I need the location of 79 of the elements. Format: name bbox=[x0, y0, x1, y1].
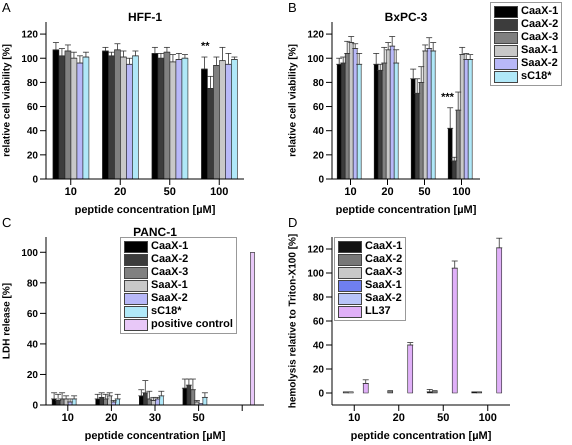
legend-label: CaaX-1 bbox=[151, 240, 188, 253]
text: B bbox=[288, 0, 297, 15]
legend-label: CaaX-1 bbox=[521, 5, 558, 18]
y-axis-title: relative cell viability [%] bbox=[288, 44, 299, 157]
chart-title: PANC-1 bbox=[132, 225, 178, 239]
y-tick-label: 100 bbox=[307, 54, 324, 65]
legend-label: SaaX-2 bbox=[521, 57, 558, 70]
y-tick-label: 0 bbox=[318, 388, 324, 400]
legend-label: CaaX-2 bbox=[521, 18, 558, 31]
y-axis-title: hemolysis relative to Triton-X100 [%] bbox=[288, 234, 299, 408]
y-tick-label: 100 bbox=[21, 248, 38, 259]
y-tick-label: 40 bbox=[26, 126, 38, 138]
y-tick-label: 100 bbox=[21, 54, 38, 65]
y-tick-label: 40 bbox=[312, 340, 324, 352]
x-tick-label: 10 bbox=[348, 412, 360, 424]
legend-label: CaaX-1 bbox=[365, 240, 402, 253]
chart-title: HFF-1 bbox=[127, 10, 163, 24]
y-tick-label: 20 bbox=[26, 150, 38, 162]
y-tick-label: 60 bbox=[312, 102, 324, 114]
legend-label: LL37 bbox=[365, 305, 391, 318]
x-tick-label: 100 bbox=[478, 412, 497, 424]
x-axis-title: peptide concentration [µM] bbox=[84, 430, 226, 442]
y-tick-label: 20 bbox=[312, 150, 324, 162]
text: D bbox=[288, 215, 298, 230]
legend-label: CaaX-2 bbox=[151, 253, 188, 266]
y-tick-label: 120 bbox=[307, 30, 324, 41]
x-tick-label: 20 bbox=[105, 412, 118, 424]
x-tick-label: 100 bbox=[452, 186, 471, 198]
x-axis-title: peptide concentration [µM] bbox=[74, 204, 216, 216]
x-tick-label: 100 bbox=[210, 186, 228, 198]
x-tick-label: 50 bbox=[437, 412, 450, 424]
x-tick-label: 20 bbox=[114, 186, 126, 198]
annotation: ** bbox=[200, 40, 210, 53]
legend-label: SaaX-1 bbox=[365, 279, 402, 292]
x-tick-label: 30 bbox=[148, 412, 162, 424]
y-axis-title: LDH release [%] bbox=[2, 282, 13, 360]
legend-label: SaaX-1 bbox=[521, 44, 558, 57]
legend-label: CaaX-2 bbox=[365, 253, 402, 266]
y-tick-label: 120 bbox=[307, 244, 324, 256]
chart-title: BxPC-3 bbox=[384, 10, 428, 24]
y-tick-label: 0 bbox=[32, 174, 38, 186]
legend-label: sC18* bbox=[521, 70, 552, 83]
x-axis-title: peptide concentration [µM] bbox=[350, 430, 492, 442]
y-tick-label: 80 bbox=[26, 278, 38, 290]
legend-label: SaaX-2 bbox=[365, 292, 402, 305]
y-tick-label: 100 bbox=[307, 268, 324, 280]
x-tick-label: 20 bbox=[392, 412, 405, 424]
y-tick-label: 60 bbox=[26, 308, 38, 320]
y-tick-label: 40 bbox=[312, 126, 324, 138]
text: A bbox=[2, 0, 11, 15]
y-tick-label: 80 bbox=[312, 78, 324, 89]
y-tick-label: 60 bbox=[26, 102, 38, 114]
legend-label: SaaX-2 bbox=[151, 292, 188, 305]
y-tick-label: 40 bbox=[26, 339, 38, 350]
x-tick-label: 10 bbox=[62, 412, 74, 424]
y-axis-title: relative cell viability [%] bbox=[2, 44, 13, 157]
x-tick-label: 50 bbox=[164, 186, 176, 198]
annotation: *** bbox=[441, 91, 455, 104]
x-tick-label: 20 bbox=[381, 186, 394, 198]
y-tick-label: 20 bbox=[312, 364, 324, 376]
legend-label: sC18* bbox=[151, 305, 182, 318]
x-tick-label: 50 bbox=[192, 412, 205, 424]
legend-label: CaaX-3 bbox=[365, 266, 402, 279]
text: C bbox=[2, 215, 12, 230]
legend-label: CaaX-3 bbox=[521, 31, 558, 44]
x-tick-label: 10 bbox=[64, 186, 77, 198]
y-tick-label: 120 bbox=[21, 30, 38, 41]
x-tick-label: 50 bbox=[418, 186, 431, 198]
y-tick-label: 80 bbox=[312, 292, 324, 304]
legend-label: positive control bbox=[151, 318, 233, 331]
y-tick-label: 60 bbox=[312, 316, 324, 328]
y-tick-label: 20 bbox=[26, 370, 38, 382]
x-axis-title: peptide concentration [µM] bbox=[336, 204, 477, 216]
y-tick-label: 80 bbox=[26, 78, 38, 89]
x-tick-label: 10 bbox=[344, 186, 357, 198]
legend-label: SaaX-1 bbox=[151, 279, 188, 292]
y-tick-label: 0 bbox=[318, 174, 324, 186]
legend-label: CaaX-3 bbox=[151, 266, 188, 279]
y-tick-label: 0 bbox=[32, 400, 38, 412]
